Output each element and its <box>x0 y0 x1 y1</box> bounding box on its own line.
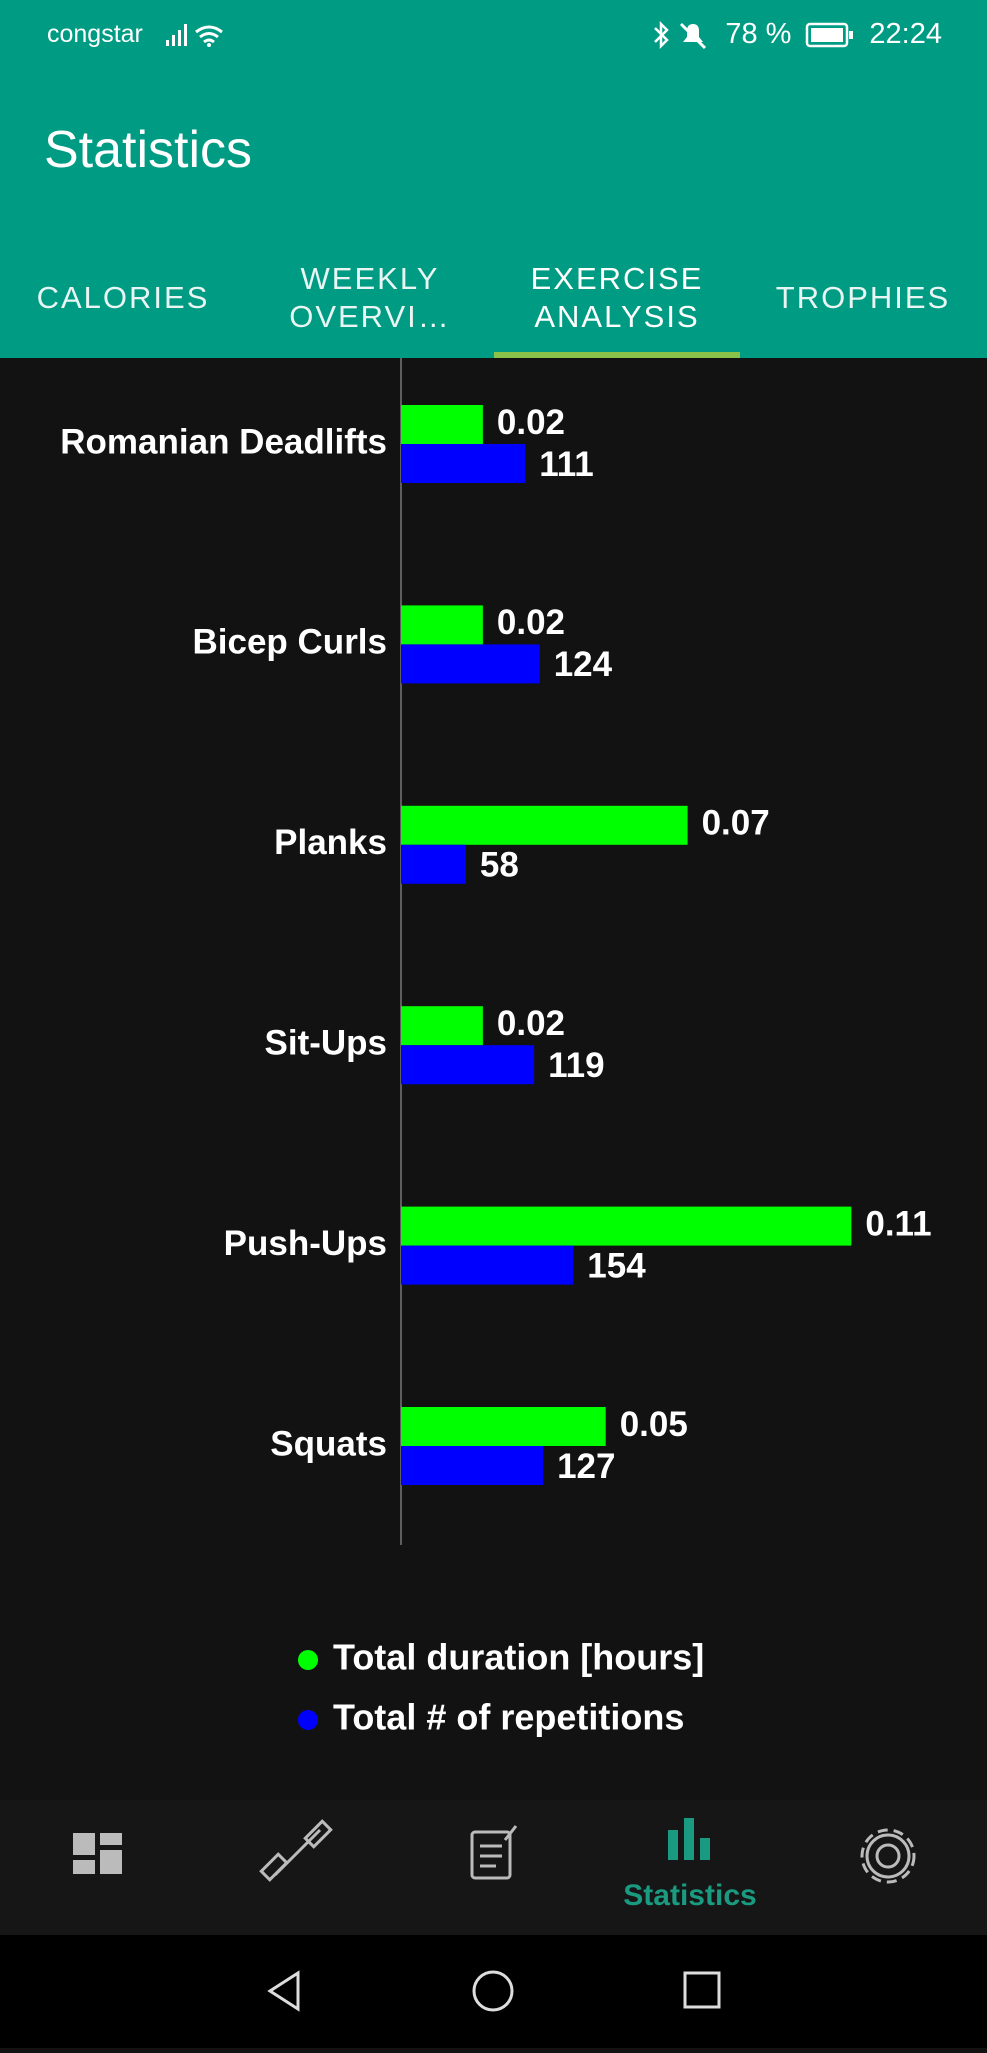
bottom-nav: Statistics <box>0 1800 987 1935</box>
value-label: 0.05 <box>620 1405 688 1444</box>
value-label: 111 <box>539 445 594 484</box>
tab[interactable]: WEEKLY OVERVI… <box>255 252 485 344</box>
battery-level: 78 % <box>725 18 792 50</box>
value-label: 0.02 <box>497 1004 565 1043</box>
tab-label: EXERCISE ANALYSIS <box>530 261 704 334</box>
tab[interactable]: TROPHIES <box>748 252 978 344</box>
value-label: 154 <box>587 1246 646 1285</box>
nav-icons: Statistics <box>73 1818 916 1912</box>
carrier-name: congstar <box>47 20 143 48</box>
tab-label: TROPHIES <box>775 280 951 315</box>
nav-active-label: Statistics <box>623 1879 756 1912</box>
value-label: 0.07 <box>702 804 770 843</box>
bar <box>401 605 483 645</box>
category-label: Romanian Deadlifts <box>60 422 387 461</box>
back-button[interactable] <box>267 1970 300 2012</box>
bar <box>401 405 483 444</box>
tab[interactable]: CALORIES <box>8 252 238 344</box>
legend-swatch <box>298 1710 318 1730</box>
value-label: 127 <box>557 1447 615 1486</box>
legend-swatch <box>298 1650 318 1670</box>
bar <box>401 1045 535 1085</box>
category-label: Squats <box>270 1424 387 1463</box>
legend-label: Total # of repetitions <box>333 1697 684 1738</box>
value-label: 58 <box>480 846 519 885</box>
home-button[interactable] <box>472 1970 514 2012</box>
category-label: Bicep Curls <box>193 623 388 662</box>
tab-label: CALORIES <box>36 280 210 315</box>
clock: 22:24 <box>869 18 942 50</box>
nav-log[interactable] <box>470 1825 518 1880</box>
value-label: 124 <box>554 645 613 684</box>
nav-settings[interactable] <box>860 1828 916 1884</box>
bar <box>401 644 540 684</box>
carrier: congstar <box>47 20 226 49</box>
value-label: 0.02 <box>497 403 565 442</box>
tab-label: WEEKLY OVERVI… <box>289 261 451 334</box>
value-label: 0.02 <box>497 603 565 642</box>
signal-wifi-icons <box>165 24 223 48</box>
nav-workout[interactable] <box>259 1819 333 1882</box>
category-label: Push-Ups <box>224 1224 387 1263</box>
system-nav-buttons <box>267 1970 721 2012</box>
bar <box>401 1446 544 1485</box>
category-label: Sit-Ups <box>265 1023 388 1062</box>
bar <box>401 844 466 884</box>
value-label: 119 <box>548 1046 604 1085</box>
battery-icon <box>806 22 854 47</box>
tab-indicator <box>494 352 740 358</box>
tab-active[interactable]: EXERCISE ANALYSIS <box>502 252 732 344</box>
value-label: 0.11 <box>865 1204 931 1243</box>
bar <box>401 444 526 483</box>
bar <box>401 805 688 845</box>
bar <box>401 1006 483 1046</box>
recents-button[interactable] <box>683 1971 721 2009</box>
bt-mute-icons <box>654 20 707 49</box>
app-title: Statistics <box>44 121 253 179</box>
app-header: congstar 78 % 22:24 Statistics CALORIES … <box>0 0 987 358</box>
nav-dashboard[interactable] <box>73 1833 122 1874</box>
bar <box>401 1245 574 1285</box>
system-nav <box>0 1935 987 2048</box>
legend-label: Total duration [hours] <box>333 1637 704 1678</box>
bar <box>401 1407 606 1446</box>
bar <box>401 1206 852 1246</box>
nav-statistics[interactable]: Statistics <box>623 1818 757 1912</box>
category-label: Planks <box>274 823 387 862</box>
status-icons: 78 % 22:24 <box>651 18 942 51</box>
